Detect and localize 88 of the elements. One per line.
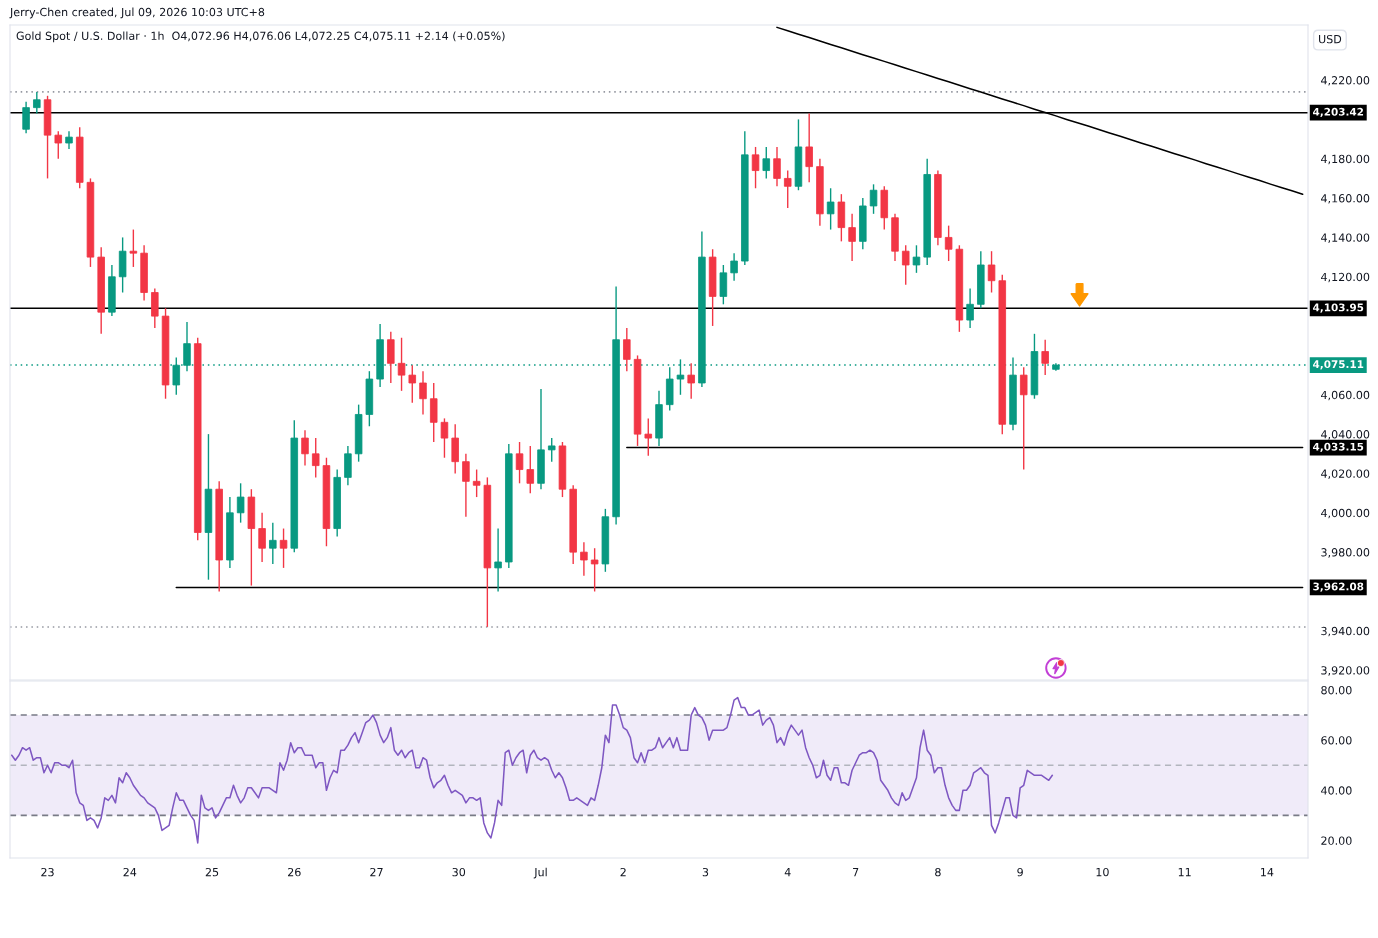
- candlestick: [730, 252, 738, 282]
- text: Jerry-Chen created, Jul 09, 2026 10:03 UTC+8: [9, 7, 265, 19]
- candlestick: [462, 453, 470, 518]
- y-tick-label: 4,120.00: [1321, 272, 1370, 283]
- x-tick-label: Jul: [533, 867, 547, 879]
- candlestick: [419, 370, 427, 416]
- candlestick: [783, 169, 792, 209]
- y-tick-label: 4,060.00: [1321, 390, 1370, 401]
- candlestick: [751, 146, 760, 189]
- candlestick: [966, 287, 974, 329]
- candlestick: [1041, 339, 1049, 376]
- x-tick-label: 2: [620, 867, 626, 877]
- y-tick-label: 4,160.00: [1321, 194, 1370, 204]
- data-label: 3,962.08: [1313, 582, 1364, 592]
- data-label: 4,033.15: [1313, 442, 1364, 452]
- x-tick-label: 25: [205, 867, 219, 877]
- text: Gold Spot / U.S. Dollar · 1h O4,072.96 H4,076.06 L4,072.25 C4,075.11 +2.14 (+0.05%): [16, 31, 505, 43]
- candlestick: [719, 264, 728, 306]
- candlestick: [526, 445, 535, 494]
- candlestick: [826, 187, 835, 231]
- candlestick: [33, 91, 41, 115]
- candlestick: [869, 183, 878, 215]
- candlestick: [301, 429, 309, 467]
- candlestick: [451, 423, 459, 475]
- candlestick: [644, 417, 653, 457]
- candlestick: [408, 364, 417, 404]
- y-tick-label: 3,980.00: [1321, 548, 1370, 558]
- candlestick: [344, 445, 352, 486]
- candlestick: [515, 441, 524, 484]
- y-tick-label: 80.00: [1321, 686, 1352, 695]
- candlestick: [912, 244, 921, 274]
- y-tick-label: 40.00: [1321, 786, 1352, 795]
- y-tick-label: 3,920.00: [1321, 666, 1370, 676]
- candlestick: [762, 146, 771, 180]
- candlestick: [623, 327, 631, 372]
- candlestick: [429, 382, 438, 443]
- candlestick: [151, 287, 159, 329]
- x-tick-label: 30: [452, 867, 466, 877]
- x-tick-label: 7: [853, 868, 859, 877]
- candlestick: [987, 250, 996, 294]
- ref-line-label: 4,075.11: [1313, 360, 1364, 370]
- candlestick: [687, 362, 695, 400]
- candlestick: [397, 337, 406, 392]
- candlestick: [440, 417, 449, 459]
- x-tick-label: 14: [1261, 868, 1274, 877]
- candlestick: [848, 213, 856, 262]
- x-tick-label: 11: [1178, 868, 1191, 877]
- candlestick: [1019, 366, 1028, 471]
- candlestick: [547, 437, 556, 463]
- y-tick-label: 4,000.00: [1321, 508, 1370, 519]
- x-tick-label: 10: [1096, 867, 1109, 877]
- candlestick: [472, 468, 481, 498]
- y-tick-label: 3,940.00: [1321, 626, 1370, 637]
- candlestick: [258, 512, 266, 563]
- y-tick-label: 4,040.00: [1321, 430, 1370, 440]
- candlestick: [54, 130, 63, 160]
- candlestick: [387, 331, 395, 384]
- y-tick-label: 4,140.00: [1321, 233, 1370, 243]
- x-tick-label: 23: [41, 867, 54, 877]
- candlestick: [580, 541, 588, 577]
- candlestick: [805, 112, 813, 184]
- x-tick-label: 8: [935, 867, 941, 877]
- x-tick-label: 26: [288, 867, 301, 877]
- x-tick-label: 4: [784, 868, 791, 877]
- candlestick: [311, 437, 320, 479]
- y-axis-title: USD: [1319, 34, 1342, 44]
- candlestick: [236, 482, 245, 524]
- candlestick: [773, 146, 781, 187]
- x-tick-label: 3: [702, 867, 709, 877]
- x-tick-label: 9: [1017, 867, 1023, 877]
- line-series: [11, 696, 1054, 844]
- ref-line-label: 4,103.95: [1313, 303, 1364, 313]
- candlestick: [279, 527, 288, 569]
- y-tick-label: 60.00: [1321, 736, 1352, 745]
- candlestick: [590, 547, 599, 593]
- candlestick: [494, 527, 502, 593]
- x-tick-label: 24: [123, 867, 137, 877]
- y-tick-label: 20.00: [1321, 836, 1352, 845]
- candlestick: [269, 521, 277, 565]
- ref-line-label: 4,203.42: [1313, 107, 1364, 118]
- y-tick-label: 4,220.00: [1321, 76, 1370, 86]
- y-tick-label: 4,180.00: [1321, 154, 1370, 165]
- x-tick-label: 27: [370, 867, 383, 877]
- candlestick: [944, 224, 953, 262]
- y-tick-label: 4,020.00: [1321, 469, 1370, 479]
- candlestick: [901, 244, 910, 286]
- candlestick: [129, 228, 138, 268]
- candlestick: [22, 101, 30, 134]
